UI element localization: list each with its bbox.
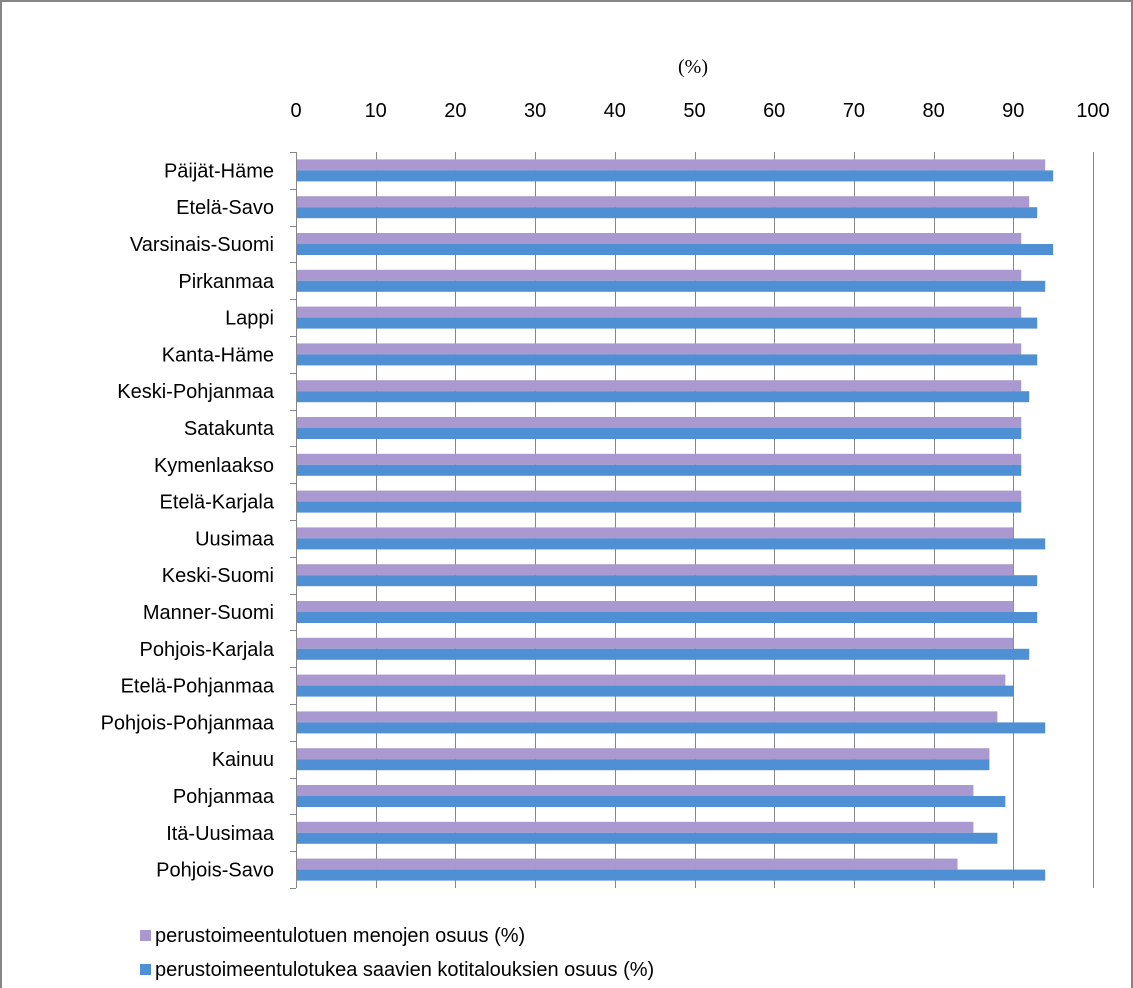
category-label: Lappi — [225, 308, 274, 330]
bar-series-1 — [297, 858, 958, 870]
bar-series-2 — [297, 317, 1038, 329]
category-label: Pohjanmaa — [173, 786, 275, 808]
bar-series-2 — [297, 170, 1054, 182]
category-label: Manner-Suomi — [143, 602, 274, 624]
bar-series-2 — [297, 832, 998, 844]
bar-series-1 — [297, 748, 990, 760]
bar-series-2 — [297, 648, 1030, 660]
bar-series-1 — [297, 196, 1030, 208]
category-label: Satakunta — [184, 418, 275, 440]
legend: perustoimeentulotuen menojen osuus (%) p… — [140, 925, 654, 981]
bar-series-2 — [297, 244, 1054, 255]
category-label: Kainuu — [212, 749, 274, 771]
legend-swatch-menojen — [140, 930, 151, 941]
bar-series-1 — [297, 380, 1022, 392]
x-axis-ticks: 0 10 20 30 40 50 60 70 80 90 100 — [290, 100, 1109, 122]
bar-series-1 — [297, 637, 1014, 649]
category-label: Etelä-Pohjanmaa — [121, 676, 275, 698]
category-labels: Päijät-Häme Etelä-Savo Varsinais-Suomi Pirk… — [101, 160, 275, 881]
x-tick-label: 90 — [1002, 100, 1024, 122]
bar-series-2 — [297, 612, 1038, 623]
category-label: Varsinais-Suomi — [130, 234, 274, 256]
category-label: Kymenlaakso — [154, 455, 274, 477]
gridlines — [296, 152, 1094, 888]
category-label: Päijät-Häme — [164, 160, 274, 182]
bar-series-2 — [297, 354, 1038, 366]
bar-series-1 — [297, 159, 1046, 171]
bar-series-2 — [297, 685, 1014, 697]
bar-series-2 — [297, 464, 1022, 476]
bar-series-1 — [297, 233, 1022, 244]
bar-series-1 — [297, 306, 1022, 318]
legend-label-kotitalouksien: perustoimeentulotukea saavien kotitalouk… — [155, 959, 654, 981]
bar-series-1 — [297, 601, 1014, 612]
bar-series-1 — [297, 564, 1014, 576]
bar-series-2 — [297, 575, 1038, 587]
bar-series-1 — [297, 785, 974, 796]
bar-series-2 — [297, 207, 1038, 219]
bar-series-2 — [297, 869, 1046, 881]
bar-series-1 — [297, 343, 1022, 355]
bar-series-1 — [297, 453, 1022, 465]
category-label: Pohjois-Karjala — [139, 639, 274, 661]
x-tick-label: 80 — [922, 100, 944, 122]
x-tick-label: 20 — [444, 100, 466, 122]
bar-series-1 — [297, 490, 1022, 502]
bar-series-2 — [297, 796, 1006, 807]
category-label: Etelä-Savo — [176, 197, 274, 219]
x-tick-label: 70 — [843, 100, 865, 122]
x-tick-label: 60 — [763, 100, 785, 122]
bar-series-2 — [297, 280, 1046, 292]
legend-swatch-kotitalouksien — [140, 964, 151, 975]
category-label: Kanta-Häme — [162, 344, 274, 366]
x-tick-label: 10 — [365, 100, 387, 122]
x-tick-label: 30 — [524, 100, 546, 122]
bar-series-2 — [297, 538, 1046, 550]
bar-series-2 — [297, 759, 990, 771]
x-tick-label: 50 — [683, 100, 705, 122]
category-axis — [290, 152, 297, 889]
bar-series-1 — [297, 821, 974, 833]
category-label: Keski-Pohjanmaa — [117, 381, 275, 403]
bars — [297, 159, 1054, 881]
bar-series-1 — [297, 417, 1022, 428]
category-label: Pirkanmaa — [178, 271, 274, 293]
bar-series-1 — [297, 269, 1022, 281]
bar-series-2 — [297, 722, 1046, 734]
bar-series-1 — [297, 711, 998, 723]
x-tick-label: 100 — [1076, 100, 1109, 122]
category-label: Uusimaa — [195, 528, 275, 550]
category-label: Keski-Suomi — [162, 565, 274, 587]
category-label: Pohjois-Pohjanmaa — [101, 712, 275, 734]
bar-series-2 — [297, 501, 1022, 513]
x-tick-label: 40 — [604, 100, 626, 122]
category-label: Pohjois-Savo — [156, 860, 274, 882]
category-label: Etelä-Karjala — [159, 492, 274, 514]
bar-series-2 — [297, 428, 1022, 439]
x-tick-label: 0 — [290, 100, 301, 122]
axis-unit-label: (%) — [678, 56, 708, 78]
legend-label-menojen: perustoimeentulotuen menojen osuus (%) — [155, 925, 525, 947]
bar-series-1 — [297, 527, 1014, 539]
category-label: Itä-Uusimaa — [166, 823, 275, 845]
bar-series-2 — [297, 391, 1030, 403]
bar-series-1 — [297, 674, 1006, 686]
